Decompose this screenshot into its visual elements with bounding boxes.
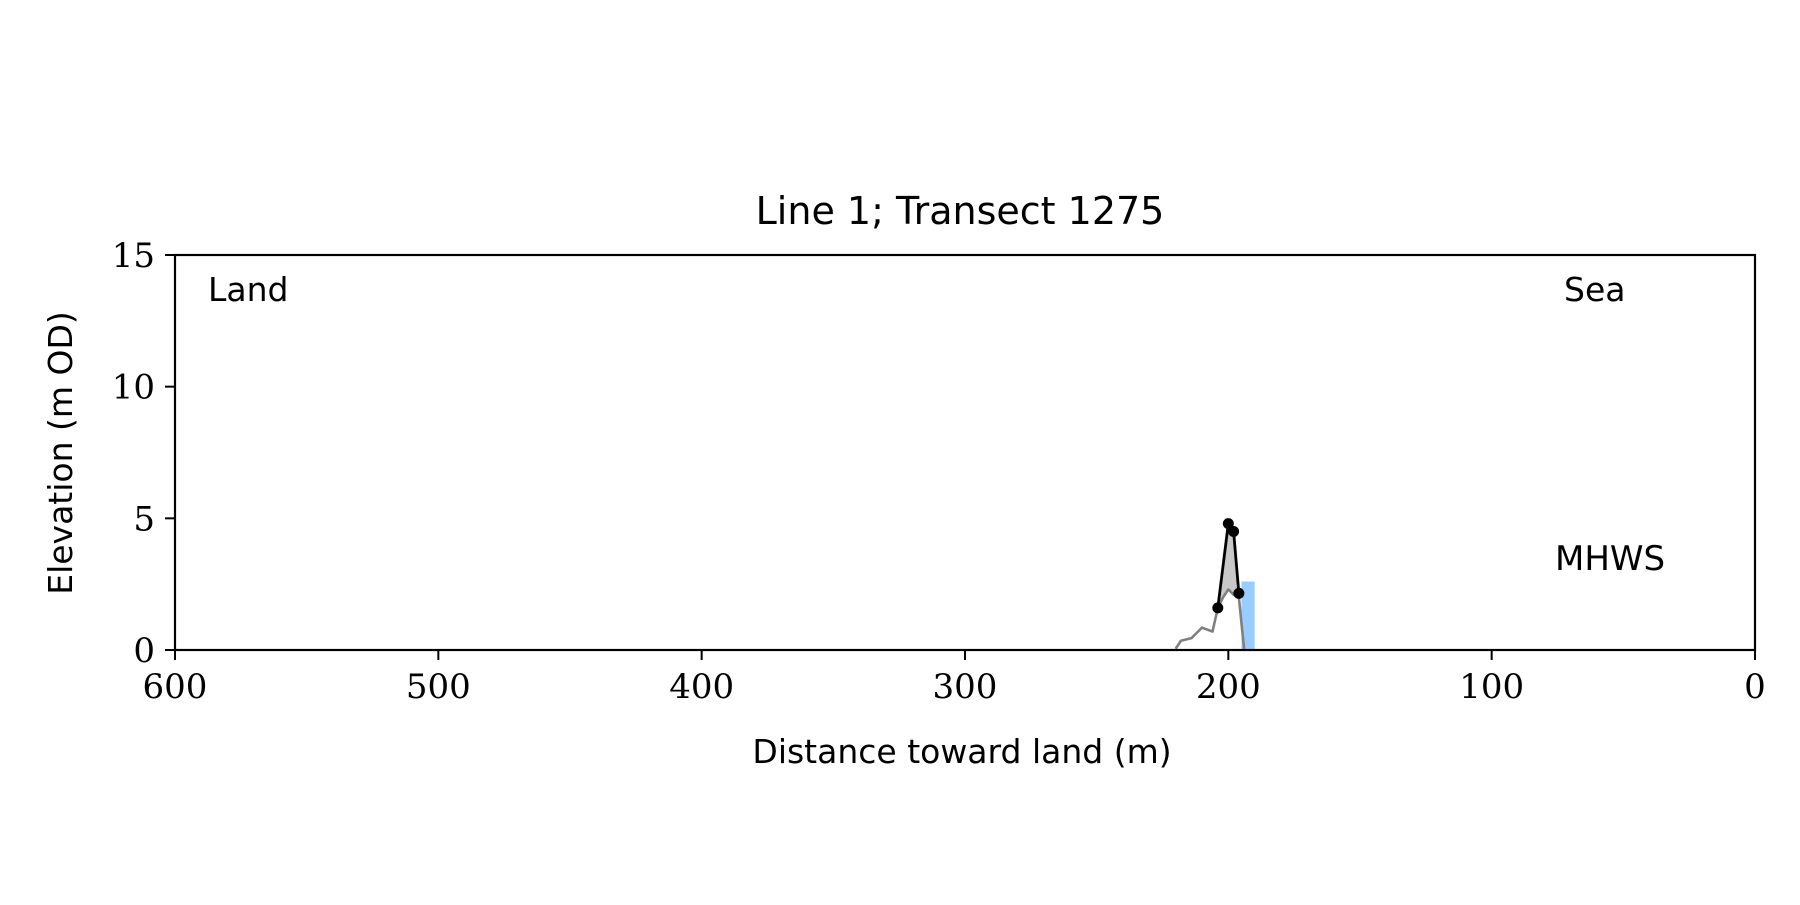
x-tick-label: 100: [1459, 667, 1524, 707]
x-tick-label: 400: [669, 667, 734, 707]
y-axis-label: Elevation (m OD): [41, 311, 80, 595]
sea-annotation: Sea: [1564, 270, 1625, 309]
plot-frame: [173, 253, 1757, 652]
profile-line-gray: [1174, 588, 1246, 650]
y-tick-label: 10: [112, 368, 155, 408]
x-tick-label: 500: [406, 667, 471, 707]
land-annotation: Land: [208, 270, 288, 309]
mhws-annotation: MHWS: [1555, 539, 1665, 579]
x-tick-label: 600: [143, 667, 208, 707]
x-axis-ticks: 600 500 400 300 200 100 0: [143, 650, 1766, 707]
x-tick-label: 0: [1744, 667, 1766, 707]
x-tick-label: 300: [933, 667, 998, 707]
profile-point: [1228, 526, 1240, 537]
mhws-bar: [1241, 581, 1255, 650]
plot-area: [1174, 518, 1255, 650]
profile-point: [1233, 587, 1245, 599]
y-tick-label: 0: [133, 631, 155, 671]
profile-point: [1222, 518, 1234, 530]
x-axis-label: Distance toward land (m): [752, 732, 1171, 771]
x-tick-label: 200: [1196, 667, 1261, 707]
chart-title: Line 1; Transect 1275: [756, 189, 1165, 233]
y-axis-ticks: 0 5 10 15: [112, 236, 175, 671]
y-tick-label: 5: [133, 499, 155, 539]
profile-point: [1212, 602, 1224, 614]
y-tick-label: 15: [112, 236, 155, 276]
